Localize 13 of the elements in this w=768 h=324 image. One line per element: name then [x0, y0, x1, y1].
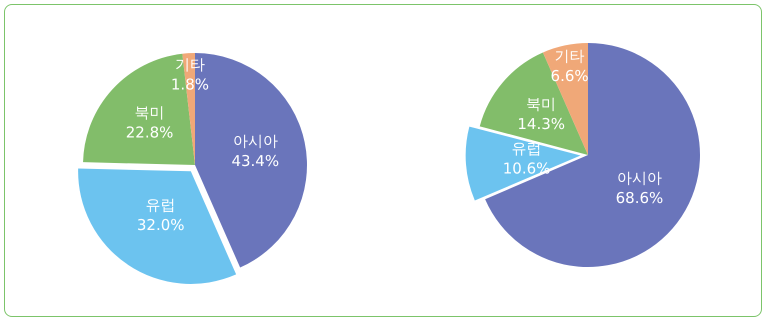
slice-label: 아시아: [232, 132, 278, 150]
data-label: 43.4%: [231, 152, 280, 170]
slice-label: 아시아: [616, 168, 662, 187]
slice-label: 유럽: [512, 139, 542, 158]
slice-label: 북미: [526, 94, 556, 113]
data-label: 32.0%: [136, 216, 185, 234]
data-label: 68.6%: [616, 188, 664, 207]
data-label: 14.3%: [517, 114, 566, 133]
slice-label: 유럽: [146, 196, 176, 214]
slice-label: 기타: [554, 47, 585, 66]
slice-label: 북미: [134, 103, 165, 122]
data-label: 22.8%: [126, 123, 174, 142]
data-label: 10.6%: [502, 159, 550, 178]
